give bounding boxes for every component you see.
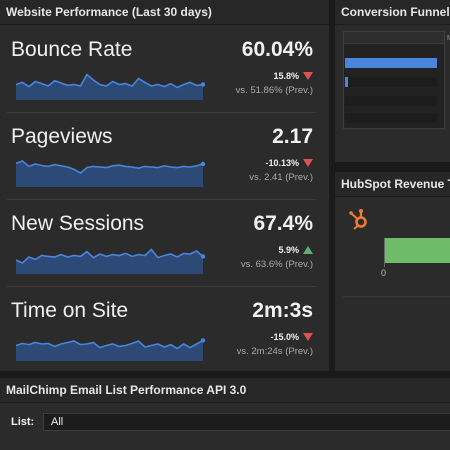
funnel-header: M	[344, 32, 450, 44]
sparkline-endpoint	[200, 338, 206, 343]
sparkline-line	[15, 160, 204, 174]
funnel-bar	[345, 77, 348, 87]
sparkline-line	[15, 339, 204, 350]
divider	[7, 199, 316, 200]
sparkline-area	[16, 74, 203, 100]
hubspot-revenue-panel: HubSpot Revenue Tr 0	[335, 172, 450, 371]
metric-new-sessions[interactable]: New Sessions 67.4% 5.9% vs. 63.6% (Prev.…	[0, 200, 329, 287]
sparkline	[15, 73, 206, 100]
list-select-value: All	[51, 416, 64, 428]
divider	[7, 286, 316, 287]
metric-value: 67.4%	[253, 212, 313, 235]
metric-name: New Sessions	[11, 212, 145, 235]
funnel-row[interactable]	[345, 113, 437, 123]
divider	[7, 112, 316, 113]
metric-time-on-site[interactable]: Time on Site 2m:3s -15.0% vs. 2m:24s (Pr…	[0, 287, 329, 371]
triangle-down-icon	[303, 159, 313, 167]
metric-change: -15.0%	[270, 332, 299, 342]
website-performance-panel: Website Performance (Last 30 days) Bounc…	[0, 0, 329, 371]
hubspot-sprocket-icon	[349, 209, 367, 230]
sparkline-area	[16, 249, 203, 274]
metric-change: 5.9%	[278, 245, 299, 255]
funnel-row[interactable]	[345, 96, 437, 106]
metric-change: -10.13%	[265, 158, 299, 168]
mailchimp-panel: MailChimp Email List Performance API 3.0…	[0, 378, 450, 450]
divider	[343, 296, 450, 297]
metric-value: 60.04%	[241, 38, 313, 61]
triangle-down-icon	[303, 333, 313, 341]
sparkline-endpoint	[200, 161, 206, 167]
sparkline	[15, 338, 206, 361]
metric-name: Pageviews	[11, 125, 113, 148]
triangle-down-icon	[303, 72, 313, 80]
revenue-bar[interactable]	[384, 238, 450, 263]
sparkline-line	[15, 248, 204, 264]
metric-change: 15.8%	[273, 71, 299, 81]
sparkline-endpoint	[200, 254, 206, 259]
funnel-row[interactable]	[345, 58, 437, 68]
conversion-funnel-title: Conversion Funnel	[335, 0, 450, 25]
metric-value: 2.17	[272, 125, 313, 148]
sparkline-area	[16, 161, 203, 187]
list-label: List:	[11, 416, 35, 428]
metric-prev: vs. 51.86% (Prev.)	[235, 85, 313, 96]
funnel-row[interactable]	[345, 77, 437, 87]
axis-line	[384, 238, 385, 267]
hubspot-revenue-title: HubSpot Revenue Tr	[335, 172, 450, 197]
sparkline-endpoint	[200, 82, 206, 87]
metric-name: Bounce Rate	[11, 38, 133, 61]
sparkline-area	[16, 340, 203, 361]
metric-value: 2m:3s	[252, 299, 313, 322]
metric-prev: vs. 63.6% (Prev.)	[240, 259, 313, 270]
conversion-funnel-panel: Conversion Funnel M U L C W	[335, 0, 450, 162]
metric-prev: vs. 2.41 (Prev.)	[249, 172, 313, 183]
funnel-header-label: M	[447, 35, 450, 42]
metric-pageviews[interactable]: Pageviews 2.17 -10.13% vs. 2.41 (Prev.)	[0, 113, 329, 200]
metric-name: Time on Site	[11, 299, 129, 322]
triangle-up-icon	[303, 246, 313, 254]
sparkline	[15, 160, 206, 187]
funnel-bar	[345, 58, 437, 68]
sparkline-line	[15, 73, 204, 89]
axis-tick-label: 0	[381, 268, 387, 278]
metric-bounce-rate[interactable]: Bounce Rate 60.04% 15.8% vs. 51.86% (Pre…	[0, 26, 329, 113]
website-performance-title: Website Performance (Last 30 days)	[0, 0, 329, 25]
metric-prev: vs. 2m:24s (Prev.)	[236, 346, 313, 357]
mailchimp-title: MailChimp Email List Performance API 3.0	[0, 378, 450, 403]
funnel-table: M U L C W	[343, 31, 450, 129]
list-select[interactable]: All	[43, 413, 450, 431]
sparkline	[15, 248, 206, 274]
